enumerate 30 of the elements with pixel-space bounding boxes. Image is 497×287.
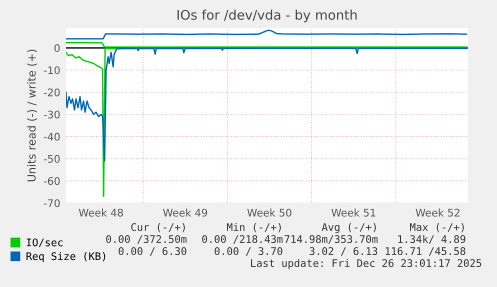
text: 0.00 / 6.30 — [118, 247, 186, 256]
y-tick-label: -50 — [44, 154, 60, 163]
legend-label: Req Size (KB) — [26, 252, 106, 262]
text: Cur (-/+) — [131, 223, 185, 232]
text: 0.00 / 3.70 — [214, 247, 282, 256]
text: Last update: Fri Dec 26 23:01:17 2025 — [251, 258, 482, 270]
y-tick-label: -30 — [44, 110, 60, 118]
x-tick-label: Week 49 — [163, 208, 208, 217]
chart-title: IOs for /dev/vda - by month — [178, 10, 357, 22]
y-tick-label: 0 — [54, 44, 60, 52]
x-tick-label: Week 52 — [416, 208, 460, 217]
x-tick-label: Week 48 — [78, 208, 123, 217]
text: 116.71 /45.58 — [386, 247, 466, 256]
text: 0.00 /372.50m — [106, 235, 187, 244]
text: 714.98m/353.70m — [284, 235, 378, 244]
y-tick-label: -40 — [44, 132, 60, 141]
text: Avg (-/+) — [322, 222, 376, 234]
legend-label: IO/sec — [26, 238, 63, 248]
y-tick-label: -70 — [44, 199, 60, 208]
x-tick-label: Week 50 — [247, 208, 292, 217]
text: Max (-/+) — [410, 223, 464, 232]
y-tick-label: -10 — [44, 66, 60, 74]
text: 3.02 / 6.13 — [310, 247, 378, 256]
y-axis-title: Units read (-) / write (+) — [27, 50, 38, 182]
x-tick-label: Week 51 — [332, 208, 376, 217]
text: 1.34k/ 4.89 — [398, 234, 466, 244]
text: Min (-/+) — [226, 222, 281, 232]
text: 0.00 /218.43m — [202, 235, 283, 244]
y-tick-label: -20 — [44, 88, 60, 96]
y-tick-label: -60 — [44, 177, 60, 185]
